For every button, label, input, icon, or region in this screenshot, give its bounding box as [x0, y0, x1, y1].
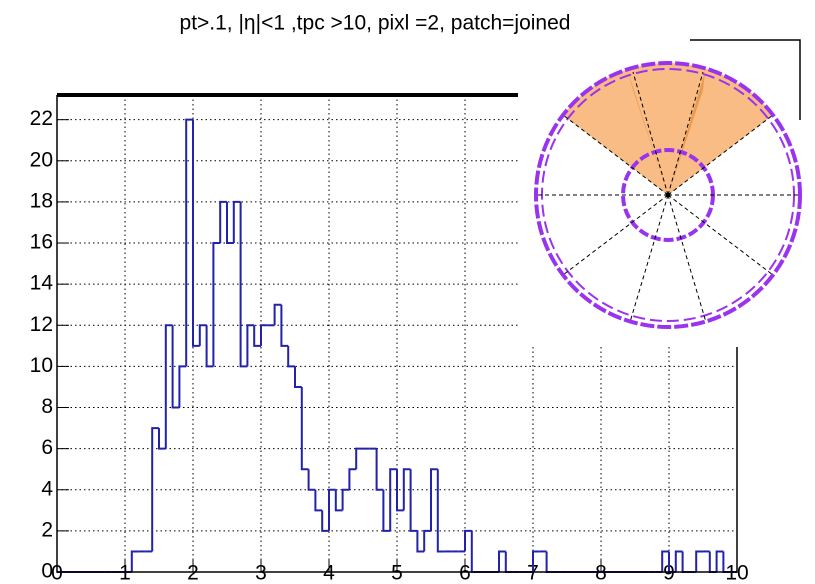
histogram-bin	[465, 531, 472, 552]
y-tick-label: 10	[30, 354, 53, 377]
histogram-bin	[152, 428, 159, 551]
histogram-bin	[179, 366, 186, 407]
inset-diagram	[518, 40, 815, 347]
histogram-bin	[193, 120, 200, 346]
histogram-bin	[472, 531, 479, 572]
histogram-bin	[431, 469, 438, 531]
histogram-bin	[220, 202, 227, 243]
center	[666, 193, 671, 198]
histogram-bin	[506, 551, 513, 572]
histogram-bin	[315, 490, 322, 511]
y-tick-label: 2	[41, 518, 53, 541]
histogram-bin	[329, 490, 336, 531]
histogram-bin	[390, 469, 397, 531]
y-tick-label: 14	[30, 272, 54, 295]
y-tick-label: 20	[30, 148, 53, 171]
y-tick-label: 18	[30, 189, 53, 212]
histogram-bin	[261, 325, 268, 346]
histogram-bin	[417, 531, 424, 552]
histogram-bin	[411, 469, 418, 531]
histogram-bin	[295, 366, 302, 387]
histogram-bin	[132, 551, 139, 572]
histogram-bin	[288, 346, 295, 367]
histogram-bin	[247, 325, 254, 366]
chart: pt>.1, |η|<1 ,tpc >10, pixl =2, patch=jo…	[0, 0, 815, 584]
histogram-bin	[676, 551, 683, 572]
histogram-bin	[213, 243, 220, 366]
y-tick-label: 4	[41, 477, 53, 500]
histogram-bin	[186, 120, 193, 367]
histogram-bin	[275, 305, 282, 326]
histogram-bin	[302, 387, 309, 469]
histogram-bin	[159, 428, 166, 449]
histogram-bin	[383, 490, 390, 531]
histogram-bin	[166, 325, 173, 448]
histogram-bin	[683, 551, 690, 572]
histogram-bin	[309, 469, 316, 490]
histogram-bin	[717, 551, 724, 572]
histogram-bin	[696, 551, 703, 572]
histogram-bin	[438, 469, 445, 551]
histogram-bin	[234, 202, 241, 243]
histogram-bin	[349, 469, 356, 490]
histogram-bin	[343, 490, 350, 511]
y-tick-label: 6	[41, 436, 53, 459]
histogram-bin	[173, 325, 180, 407]
histogram-bin	[424, 531, 431, 552]
histogram-bin	[710, 551, 717, 572]
y-tick-label: 12	[30, 313, 53, 336]
histogram-bin	[322, 510, 329, 531]
histogram-bin	[254, 325, 261, 346]
chart-title: pt>.1, |η|<1 ,tpc >10, pixl =2, patch=jo…	[180, 12, 571, 35]
histogram-bin	[207, 325, 214, 366]
y-tick-label: 16	[30, 231, 53, 254]
y-tick-label: 8	[41, 395, 53, 418]
histogram-bin	[356, 449, 363, 470]
histogram-bin	[377, 449, 384, 490]
histogram-bin	[200, 325, 207, 346]
histogram-bin	[227, 202, 234, 243]
histogram-bin	[547, 551, 554, 572]
histogram-bin	[499, 551, 506, 572]
histogram-bin	[336, 490, 343, 511]
y-tick-label: 22	[30, 107, 53, 130]
